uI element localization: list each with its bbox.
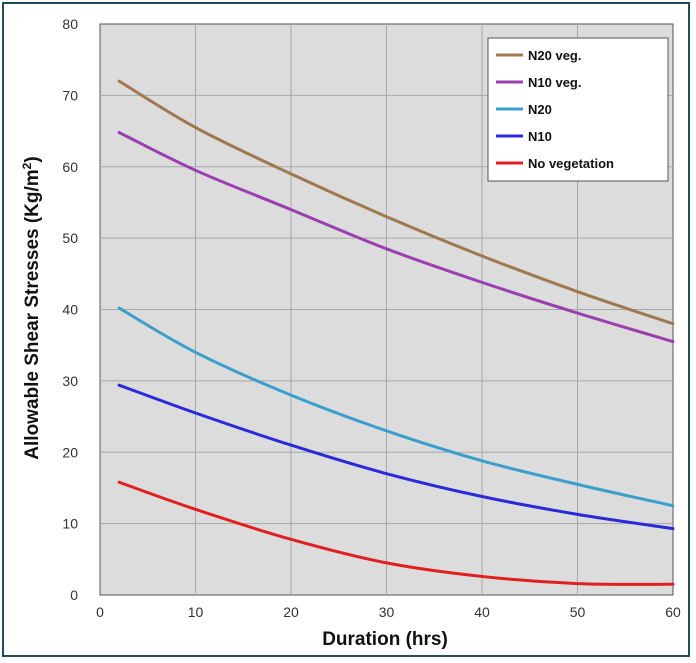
x-tick-label: 40 — [474, 604, 490, 620]
legend-label-n20: N20 — [528, 102, 552, 117]
x-tick-label: 10 — [188, 604, 204, 620]
series-line-no-vegetation — [117, 480, 675, 586]
x-tick-label: 30 — [379, 604, 395, 620]
legend-label-n20-veg: N20 veg. — [528, 48, 581, 63]
series-lines — [117, 79, 675, 586]
legend: N20 veg. N10 veg. N20 N10 No vegetation — [487, 37, 669, 182]
y-tick-label: 50 — [62, 230, 78, 246]
x-tick-label: 50 — [570, 604, 586, 620]
y-axis-title-superscript: 2 — [20, 162, 34, 169]
x-axis-ticks: 0 10 20 30 40 50 60 — [96, 604, 681, 620]
y-tick-label: 60 — [62, 159, 78, 175]
series-line-n10 — [117, 383, 675, 531]
legend-label-no-vegetation: No vegetation — [528, 156, 614, 171]
y-tick-label: 40 — [62, 302, 78, 318]
x-tick-label: 60 — [665, 604, 681, 620]
y-tick-label: 20 — [62, 444, 78, 460]
y-axis-ticks: 0 10 20 30 40 50 60 70 80 — [62, 16, 78, 603]
legend-label-n10: N10 — [528, 129, 552, 144]
series-line-n20-veg — [117, 79, 675, 326]
x-axis-title: Duration (hrs) — [322, 629, 448, 650]
x-tick-label: 20 — [283, 604, 299, 620]
legend-label-n10-veg: N10 veg. — [528, 75, 581, 90]
y-tick-label: 10 — [62, 516, 78, 532]
y-tick-label: 30 — [62, 373, 78, 389]
y-tick-label: 0 — [70, 587, 78, 603]
y-axis-title-close: ) — [22, 156, 43, 162]
y-tick-label: 80 — [62, 16, 78, 32]
y-axis-title: Allowable Shear Stresses (Kg/m2) — [20, 156, 43, 459]
series-line-n10-veg — [117, 130, 675, 344]
y-axis-title-main: Allowable Shear Stresses (Kg/m — [22, 169, 43, 459]
x-tick-label: 0 — [96, 604, 104, 620]
series-line-n20 — [117, 306, 675, 508]
y-tick-label: 70 — [62, 87, 78, 103]
